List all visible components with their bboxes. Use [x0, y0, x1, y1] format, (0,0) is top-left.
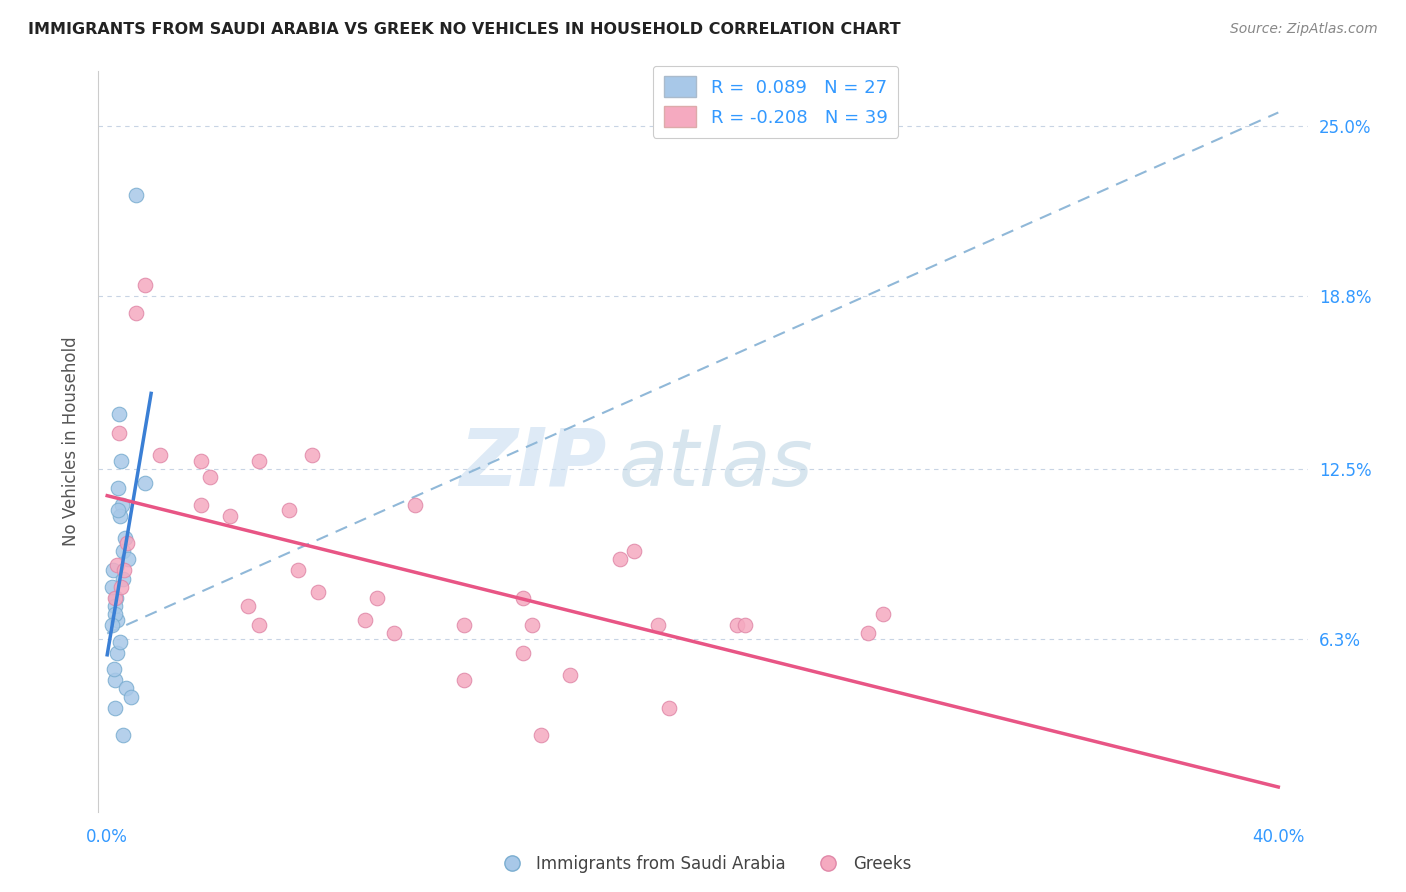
Point: [658, 700, 681, 714]
Point: [520, 618, 543, 632]
Point: [301, 448, 323, 462]
Point: [404, 498, 426, 512]
Legend: R =  0.089   N = 27, R = -0.208   N = 39: R = 0.089 N = 27, R = -0.208 N = 39: [652, 66, 898, 138]
Text: Source: ZipAtlas.com: Source: ZipAtlas.com: [1230, 22, 1378, 37]
Point: [725, 618, 748, 632]
Point: [198, 470, 221, 484]
Point: [115, 536, 138, 550]
Point: [107, 613, 129, 627]
Point: [104, 591, 127, 605]
Point: [623, 544, 645, 558]
Point: [103, 662, 125, 676]
Point: [104, 591, 127, 605]
Point: [110, 634, 132, 648]
Point: [287, 563, 309, 577]
Point: [108, 426, 131, 441]
Point: [112, 544, 135, 558]
Point: [249, 454, 271, 468]
Point: [453, 673, 475, 687]
Point: [104, 673, 127, 687]
Point: [112, 728, 135, 742]
Point: [110, 580, 132, 594]
Point: [112, 563, 135, 577]
Point: [149, 448, 172, 462]
Point: [236, 599, 259, 613]
Point: [366, 591, 388, 605]
Point: [108, 407, 131, 421]
Text: IMMIGRANTS FROM SAUDI ARABIA VS GREEK NO VEHICLES IN HOUSEHOLD CORRELATION CHART: IMMIGRANTS FROM SAUDI ARABIA VS GREEK NO…: [28, 22, 901, 37]
Point: [307, 585, 329, 599]
Point: [100, 580, 122, 594]
Point: [111, 498, 134, 512]
Point: [107, 646, 129, 660]
Y-axis label: No Vehicles in Household: No Vehicles in Household: [62, 336, 80, 547]
Point: [512, 646, 534, 660]
Point: [190, 498, 212, 512]
Point: [110, 508, 132, 523]
Text: atlas: atlas: [619, 425, 813, 503]
Point: [107, 481, 129, 495]
Point: [512, 591, 534, 605]
Point: [117, 552, 139, 566]
Point: [107, 503, 129, 517]
Point: [249, 618, 271, 632]
Point: [219, 508, 242, 523]
Point: [103, 607, 125, 622]
Point: [872, 607, 894, 622]
Point: [734, 618, 756, 632]
Legend: Immigrants from Saudi Arabia, Greeks: Immigrants from Saudi Arabia, Greeks: [488, 848, 918, 880]
Point: [104, 700, 127, 714]
Point: [858, 626, 880, 640]
Point: [609, 552, 631, 566]
Point: [101, 618, 124, 632]
Point: [453, 618, 475, 632]
Point: [103, 599, 125, 613]
Point: [110, 454, 132, 468]
Point: [382, 626, 405, 640]
Point: [101, 563, 124, 577]
Point: [125, 187, 148, 202]
Point: [558, 667, 581, 681]
Point: [277, 503, 299, 517]
Point: [107, 558, 129, 572]
Point: [125, 306, 148, 320]
Point: [190, 454, 212, 468]
Point: [115, 681, 138, 696]
Point: [353, 613, 375, 627]
Point: [647, 618, 669, 632]
Point: [120, 690, 142, 704]
Point: [134, 475, 156, 490]
Text: ZIP: ZIP: [458, 425, 606, 503]
Point: [529, 728, 551, 742]
Point: [114, 531, 136, 545]
Point: [134, 278, 156, 293]
Point: [112, 572, 135, 586]
